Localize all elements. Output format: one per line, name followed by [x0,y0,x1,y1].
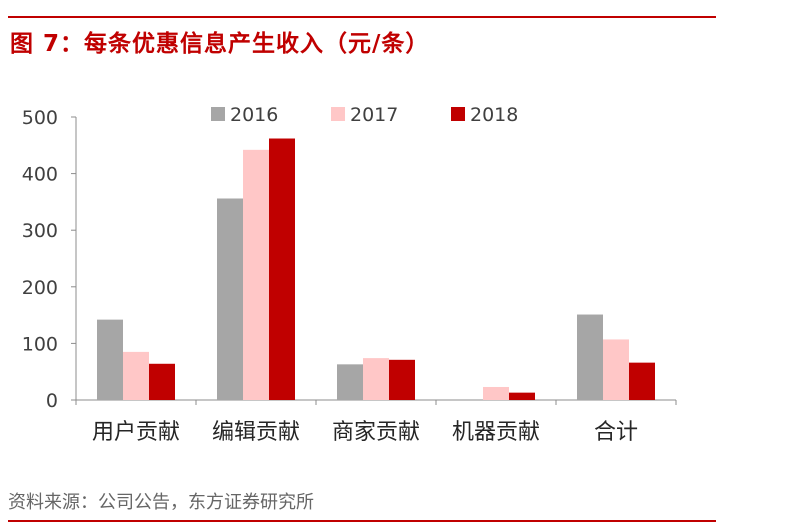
bar-chart: 0 100 200 300 400 500 用户贡献 编辑贡献 商家贡献 机器贡献 合计 2016 20… [22,104,677,445]
bar-2018-2 [269,138,295,400]
y-tick-label: 400 [22,164,58,186]
x-category-label: 编辑贡献 [212,420,300,445]
figure-title: 图 7：每条优惠信息产生收入（元/条） [10,31,430,57]
bottom-rule [8,520,716,522]
bar-2016-3 [337,364,363,400]
legend-swatch-2017 [331,107,345,121]
bar-2017-3 [363,358,389,400]
legend-swatch-2018 [451,107,465,121]
bar-2017-5 [603,339,629,400]
top-rule [8,16,716,18]
x-category-label: 机器贡献 [452,420,540,445]
legend-label: 2018 [470,104,518,126]
legend-swatch-2016 [211,107,225,121]
bar-2016-2 [217,198,243,400]
x-category-label: 合计 [594,420,638,445]
x-category-label: 商家贡献 [332,420,420,445]
bar-2018-1 [149,363,175,400]
source-note: 资料来源：公司公告，东方证券研究所 [8,492,314,513]
y-tick-label: 100 [22,333,58,355]
y-tick-label: 300 [22,220,58,242]
legend-label: 2016 [230,104,278,126]
x-category-label: 用户贡献 [92,420,180,445]
bar-2016-1 [97,319,123,400]
y-tick-label: 200 [22,277,58,299]
bar-2018-5 [629,362,655,400]
bar-2018-4 [509,392,535,400]
y-tick-label: 0 [46,390,58,412]
bar-2016-5 [577,314,603,400]
bar-2017-1 [123,351,149,400]
bar-2018-3 [389,359,415,400]
bar-2017-4 [483,386,509,400]
legend-label: 2017 [350,104,398,126]
y-tick-label: 500 [22,107,58,129]
bar-2017-2 [243,149,269,400]
